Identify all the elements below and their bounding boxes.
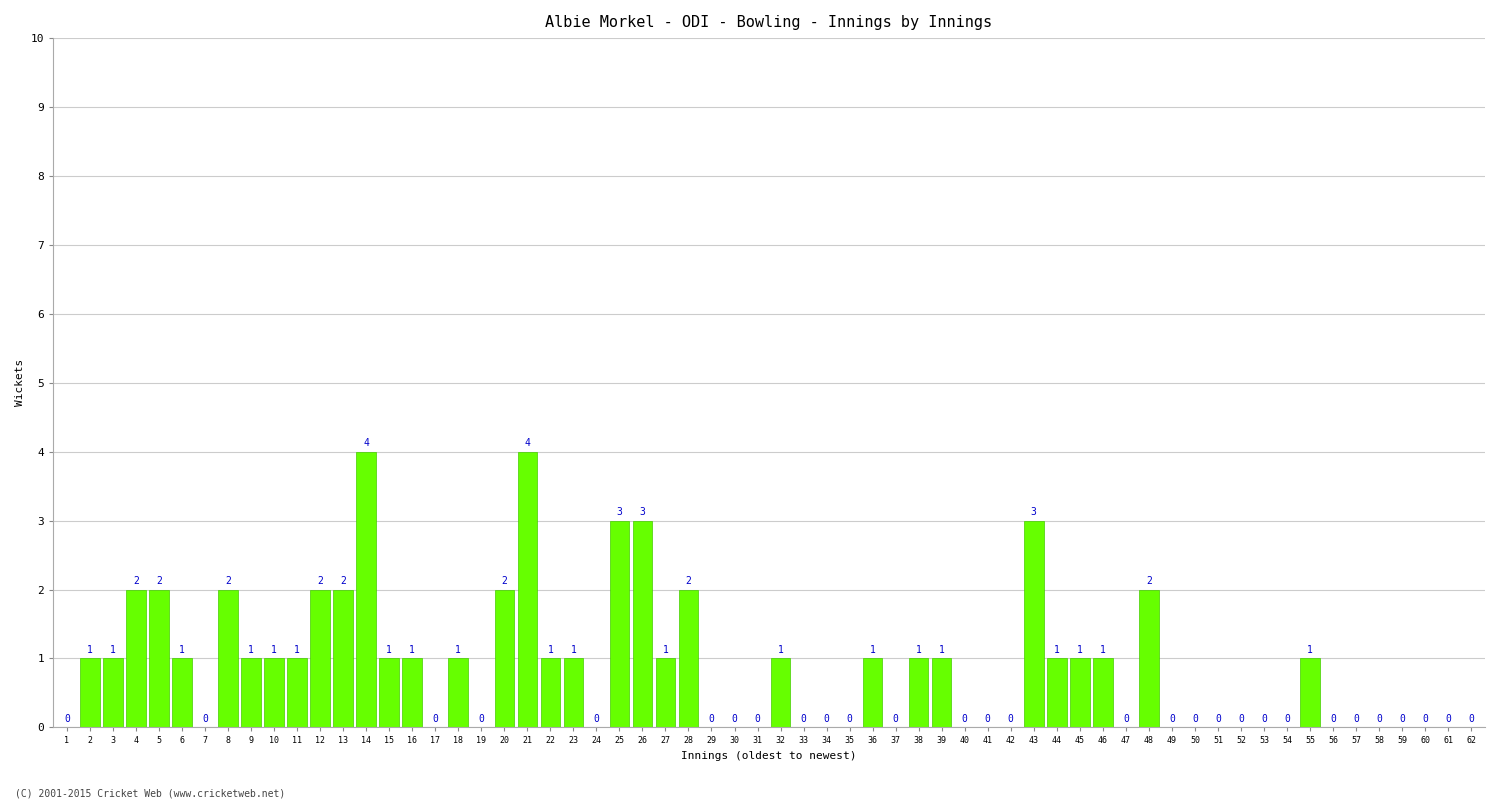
- Text: 0: 0: [1468, 714, 1474, 724]
- Text: 1: 1: [294, 645, 300, 655]
- Text: 2: 2: [686, 576, 692, 586]
- Text: 1: 1: [178, 645, 184, 655]
- Text: 0: 0: [64, 714, 70, 724]
- Bar: [564, 658, 584, 727]
- Bar: [448, 658, 468, 727]
- Bar: [148, 590, 170, 727]
- Text: 1: 1: [915, 645, 921, 655]
- Text: 1: 1: [1077, 645, 1083, 655]
- Bar: [518, 452, 537, 727]
- Text: 1: 1: [777, 645, 783, 655]
- Text: 0: 0: [432, 714, 438, 724]
- Text: 1: 1: [272, 645, 278, 655]
- Y-axis label: Wickets: Wickets: [15, 359, 26, 406]
- Text: 1: 1: [87, 645, 93, 655]
- Text: 0: 0: [708, 714, 714, 724]
- Bar: [609, 521, 628, 727]
- Bar: [264, 658, 284, 727]
- Text: 0: 0: [986, 714, 990, 724]
- Text: 1: 1: [1306, 645, 1312, 655]
- Text: 0: 0: [1124, 714, 1130, 724]
- Text: 1: 1: [570, 645, 576, 655]
- Text: 0: 0: [478, 714, 484, 724]
- Text: 1: 1: [1054, 645, 1059, 655]
- Text: 2: 2: [316, 576, 322, 586]
- Bar: [1094, 658, 1113, 727]
- Text: 0: 0: [1330, 714, 1336, 724]
- Text: (C) 2001-2015 Cricket Web (www.cricketweb.net): (C) 2001-2015 Cricket Web (www.cricketwe…: [15, 788, 285, 798]
- Bar: [656, 658, 675, 727]
- Text: 0: 0: [1400, 714, 1406, 724]
- Bar: [862, 658, 882, 727]
- Text: 0: 0: [1284, 714, 1290, 724]
- Text: 2: 2: [340, 576, 346, 586]
- Text: 3: 3: [639, 507, 645, 517]
- Text: 2: 2: [134, 576, 140, 586]
- Text: 1: 1: [410, 645, 416, 655]
- Bar: [678, 590, 699, 727]
- Text: 1: 1: [939, 645, 945, 655]
- Text: 1: 1: [248, 645, 254, 655]
- Text: 1: 1: [387, 645, 392, 655]
- Text: 0: 0: [732, 714, 738, 724]
- Bar: [310, 590, 330, 727]
- Text: 0: 0: [1262, 714, 1268, 724]
- Bar: [540, 658, 560, 727]
- Bar: [402, 658, 422, 727]
- Bar: [126, 590, 146, 727]
- Text: 4: 4: [363, 438, 369, 448]
- Bar: [1138, 590, 1158, 727]
- Bar: [380, 658, 399, 727]
- Text: 0: 0: [846, 714, 852, 724]
- Text: 0: 0: [892, 714, 898, 724]
- Text: 0: 0: [824, 714, 830, 724]
- Text: 1: 1: [456, 645, 460, 655]
- Text: 3: 3: [616, 507, 622, 517]
- Bar: [172, 658, 192, 727]
- Bar: [80, 658, 99, 727]
- Text: 2: 2: [225, 576, 231, 586]
- Text: 0: 0: [1008, 714, 1014, 724]
- Text: 0: 0: [1353, 714, 1359, 724]
- Text: 0: 0: [1192, 714, 1198, 724]
- Text: 0: 0: [1422, 714, 1428, 724]
- Text: 0: 0: [1215, 714, 1221, 724]
- Bar: [242, 658, 261, 727]
- Text: 0: 0: [202, 714, 208, 724]
- Text: 0: 0: [1376, 714, 1382, 724]
- Bar: [333, 590, 352, 727]
- Bar: [495, 590, 514, 727]
- Bar: [219, 590, 239, 727]
- Text: 0: 0: [801, 714, 807, 724]
- Text: 3: 3: [1030, 507, 1036, 517]
- Text: 1: 1: [548, 645, 554, 655]
- Bar: [1047, 658, 1066, 727]
- Text: 0: 0: [1168, 714, 1174, 724]
- Text: 1: 1: [663, 645, 669, 655]
- X-axis label: Innings (oldest to newest): Innings (oldest to newest): [681, 751, 856, 761]
- Text: 2: 2: [1146, 576, 1152, 586]
- Text: 0: 0: [1238, 714, 1244, 724]
- Bar: [288, 658, 308, 727]
- Text: 2: 2: [156, 576, 162, 586]
- Bar: [771, 658, 790, 727]
- Bar: [932, 658, 951, 727]
- Text: 1: 1: [1100, 645, 1106, 655]
- Bar: [1024, 521, 1044, 727]
- Bar: [1300, 658, 1320, 727]
- Bar: [909, 658, 928, 727]
- Text: 1: 1: [870, 645, 876, 655]
- Text: 0: 0: [754, 714, 760, 724]
- Text: 2: 2: [501, 576, 507, 586]
- Text: 0: 0: [594, 714, 600, 724]
- Title: Albie Morkel - ODI - Bowling - Innings by Innings: Albie Morkel - ODI - Bowling - Innings b…: [546, 15, 993, 30]
- Bar: [1070, 658, 1089, 727]
- Text: 4: 4: [525, 438, 531, 448]
- Bar: [633, 521, 652, 727]
- Text: 0: 0: [1444, 714, 1450, 724]
- Text: 1: 1: [110, 645, 116, 655]
- Bar: [357, 452, 376, 727]
- Text: 0: 0: [962, 714, 968, 724]
- Bar: [104, 658, 123, 727]
